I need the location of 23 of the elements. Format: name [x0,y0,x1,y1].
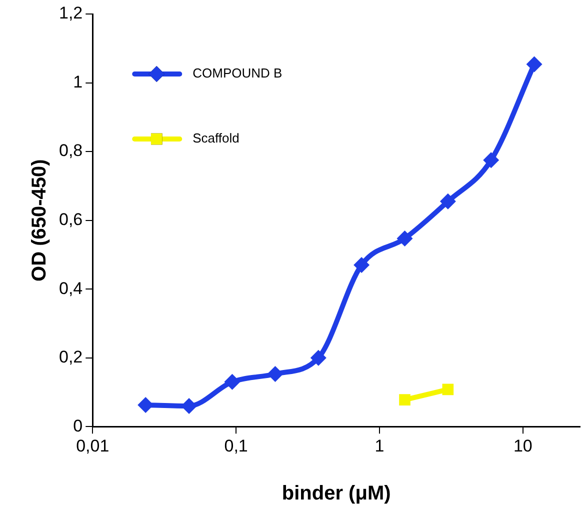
y-tick-label: 0,2 [58,348,83,367]
point [396,230,413,247]
x-tick-label: 10 [513,436,532,456]
y-tick-label: 1,2 [58,4,83,23]
legend-label: Scaffold [192,130,240,146]
y-tick-label: 0 [73,416,83,436]
y-tick-label: 0,8 [58,141,83,160]
point [483,152,500,168]
point [526,56,542,72]
point [224,374,240,390]
point [310,350,326,366]
x-tick-label: 0,1 [224,436,248,456]
point [267,366,284,382]
y-tick-label: 1 [73,72,83,92]
x-tick-label: 1 [374,436,384,456]
point [440,193,456,210]
legend-label: COMPOUND B [192,66,282,81]
y-tick-label: 0,4 [58,278,83,298]
y-tick-label: 0,6 [58,210,83,229]
x-axis-title: binder (μM) [282,482,391,505]
point [354,257,370,273]
y-axis-title: OD (650-450) [28,159,51,282]
x-tick-label: 0,01 [76,436,110,456]
